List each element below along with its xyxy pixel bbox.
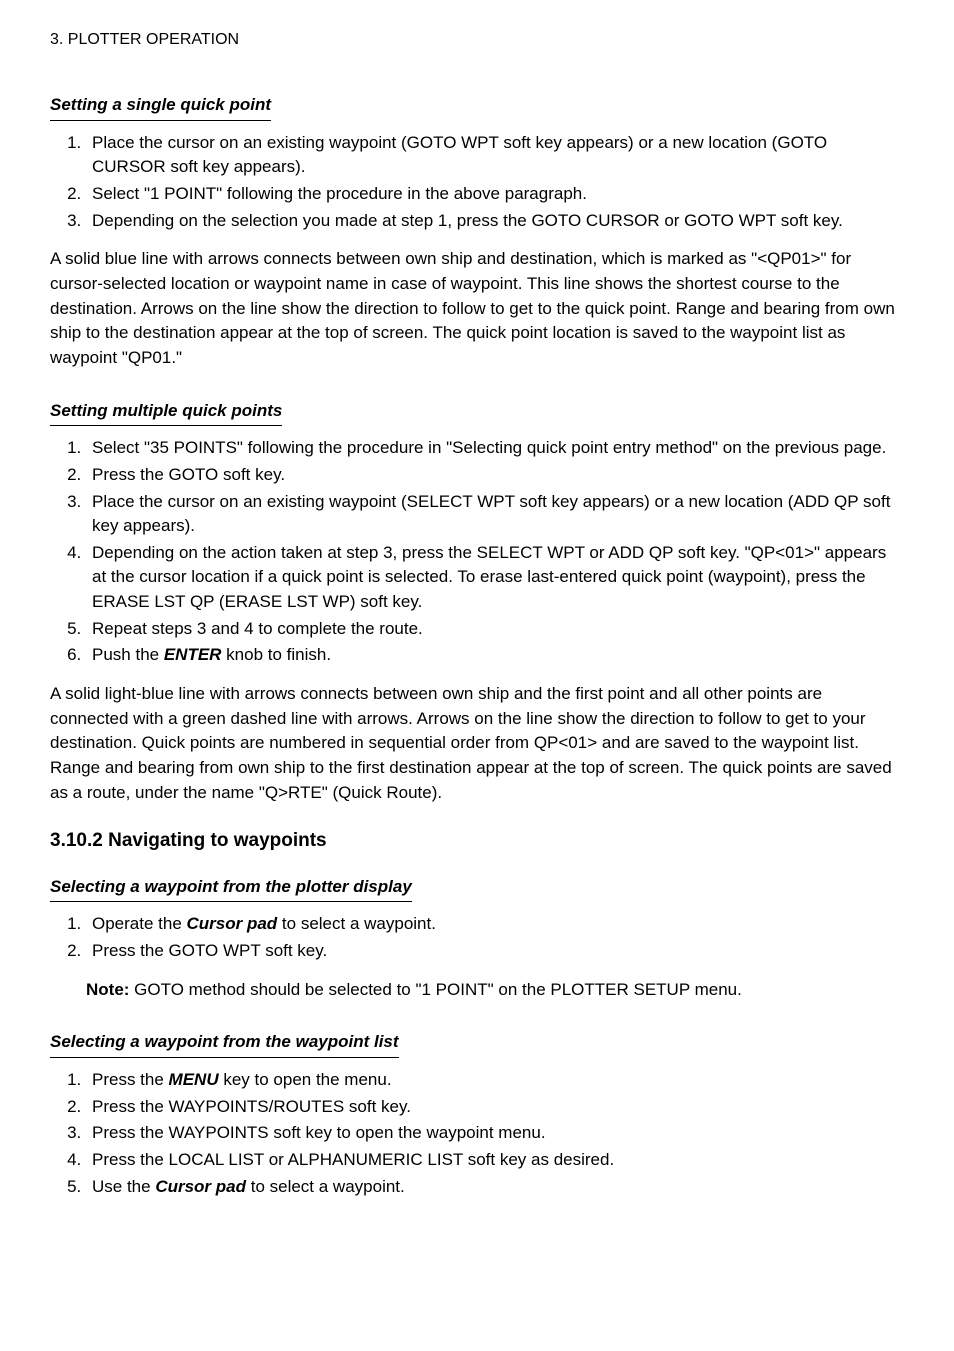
multi-qp-paragraph: A solid light-blue line with arrows conn… — [50, 682, 904, 805]
section-title-multi-qp: Setting multiple quick points — [50, 399, 282, 427]
text-fragment: Use the — [92, 1177, 155, 1196]
text-fragment: to select a waypoint. — [277, 914, 436, 933]
section-title-cursor-select: Selecting a waypoint from the plotter di… — [50, 875, 412, 903]
list-item: Select "35 POINTS" following the procedu… — [86, 436, 904, 461]
note-line: Note: GOTO method should be selected to … — [86, 978, 904, 1003]
note-text: GOTO method should be selected to "1 POI… — [129, 980, 741, 999]
list-item: Depending on the selection you made at s… — [86, 209, 904, 234]
subsection-title: 3.10.2 Navigating to waypoints — [50, 827, 904, 855]
page-header: 3. PLOTTER OPERATION — [50, 28, 904, 51]
list-item: Repeat steps 3 and 4 to complete the rou… — [86, 617, 904, 642]
list-item: Press the MENU key to open the menu. — [86, 1068, 904, 1093]
cursor-select-list: Operate the Cursor pad to select a waypo… — [50, 912, 904, 963]
text-fragment: key to open the menu. — [219, 1070, 392, 1089]
list-item: Operate the Cursor pad to select a waypo… — [86, 912, 904, 937]
list-item: Depending on the action taken at step 3,… — [86, 541, 904, 615]
page-container: 3. PLOTTER OPERATION Setting a single qu… — [0, 0, 954, 1253]
list-item: Use the Cursor pad to select a waypoint. — [86, 1175, 904, 1200]
list-item: Push the ENTER knob to finish. — [86, 643, 904, 668]
list-item: Press the LOCAL LIST or ALPHANUMERIC LIS… — [86, 1148, 904, 1173]
list-item: Place the cursor on an existing waypoint… — [86, 490, 904, 539]
knob-label: ENTER — [164, 645, 222, 664]
list-item: Press the WAYPOINTS soft key to open the… — [86, 1121, 904, 1146]
list-item: Press the GOTO WPT soft key. — [86, 939, 904, 964]
text-fragment: Push the — [92, 645, 164, 664]
section-title-single-qp: Setting a single quick point — [50, 93, 271, 121]
single-qp-paragraph: A solid blue line with arrows connects b… — [50, 247, 904, 370]
text-fragment: Operate the — [92, 914, 187, 933]
section-title-list-select: Selecting a waypoint from the waypoint l… — [50, 1030, 399, 1058]
control-label: Cursor pad — [155, 1177, 246, 1196]
note-label: Note: — [86, 980, 129, 999]
list-item: Place the cursor on an existing waypoint… — [86, 131, 904, 180]
list-item: Press the GOTO soft key. — [86, 463, 904, 488]
key-label: MENU — [169, 1070, 219, 1089]
control-label: Cursor pad — [187, 914, 278, 933]
list-select-list: Press the MENU key to open the menu. Pre… — [50, 1068, 904, 1199]
multi-qp-list: Select "35 POINTS" following the procedu… — [50, 436, 904, 668]
text-fragment: Press the — [92, 1070, 169, 1089]
list-item: Press the WAYPOINTS/ROUTES soft key. — [86, 1095, 904, 1120]
list-item: Select "1 POINT" following the procedure… — [86, 182, 904, 207]
single-qp-list: Place the cursor on an existing waypoint… — [50, 131, 904, 234]
text-fragment: to select a waypoint. — [246, 1177, 405, 1196]
text-fragment: knob to finish. — [221, 645, 331, 664]
